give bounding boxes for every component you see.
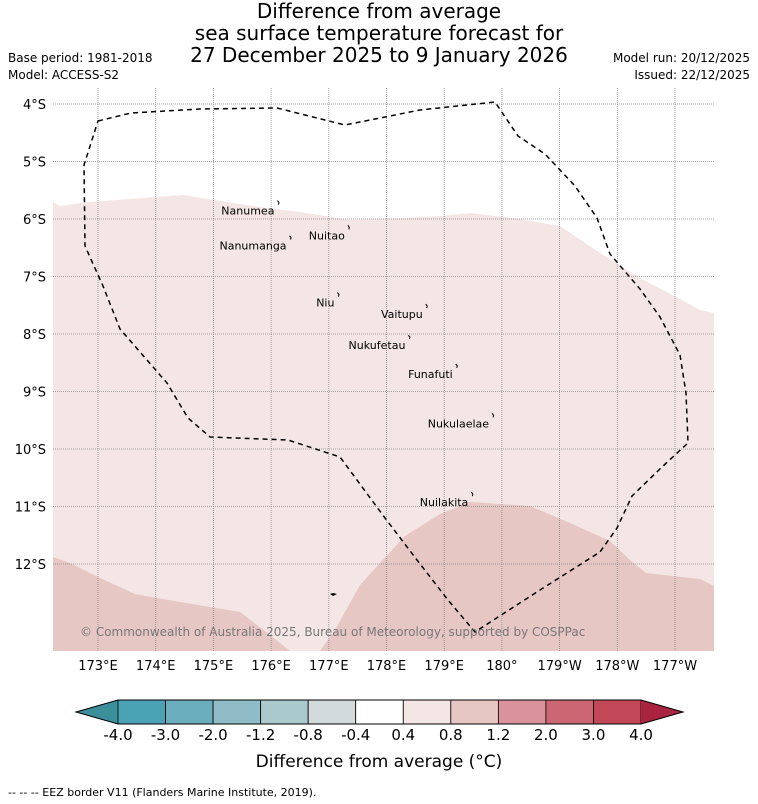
meta-right: Model run: 20/12/2025 Issued: 22/12/2025 bbox=[613, 50, 750, 84]
island-label: Nuilakita bbox=[420, 496, 469, 509]
colorbar-cell bbox=[593, 699, 642, 725]
colorbar-cell bbox=[165, 699, 214, 725]
colorbar-cells bbox=[117, 699, 642, 725]
lon-label: 180° bbox=[486, 659, 517, 674]
colorbar-cell bbox=[355, 699, 404, 725]
lon-label: 178°W bbox=[595, 659, 639, 674]
island-label: Nukulaelae bbox=[428, 417, 490, 430]
island-marker bbox=[347, 225, 350, 230]
title-line-2: sea surface temperature forecast for bbox=[194, 21, 564, 45]
colorbar-title: Difference from average (°C) bbox=[255, 752, 503, 772]
colorbar-tick-label: 3.0 bbox=[582, 726, 606, 744]
anomaly-band-0-8-to-1-2 bbox=[53, 557, 290, 651]
colorbar-under-arrow bbox=[76, 700, 118, 724]
island-marker bbox=[408, 334, 411, 340]
lat-label: 6°S bbox=[23, 213, 46, 228]
colorbar-over-arrow bbox=[641, 700, 683, 724]
lon-label: 176°E bbox=[251, 659, 291, 674]
lat-label: 4°S bbox=[23, 98, 46, 113]
island-markers: Nanumea Nuitao Nanumanga Niu Vaitupu Nukufeta… bbox=[219, 200, 495, 509]
lon-label: 177°W bbox=[653, 659, 697, 674]
map-gridlines bbox=[53, 88, 714, 651]
lat-label: 8°S bbox=[23, 328, 46, 343]
lat-label: 10°S bbox=[15, 443, 46, 458]
lat-label: 9°S bbox=[23, 386, 46, 401]
island-label: Niu bbox=[316, 297, 334, 310]
model-name: Model: ACCESS-S2 bbox=[8, 68, 120, 82]
lon-label: 177°E bbox=[309, 659, 349, 674]
longitude-labels: 173°E 174°E 175°E 176°E 177°E 178°E 179°E 180° 1… bbox=[78, 659, 697, 674]
copyright-text: © Commonwealth of Australia 2025, Bureau… bbox=[80, 625, 585, 639]
colorbar-tick-label: -0.8 bbox=[294, 726, 323, 744]
colorbar-cell bbox=[260, 699, 309, 725]
lon-label: 175°E bbox=[194, 659, 234, 674]
map-plot-area: Nanumea Nuitao Nanumanga Niu Vaitupu Nukufeta… bbox=[53, 88, 714, 651]
colorbar-cell bbox=[402, 699, 452, 725]
colorbar-cell bbox=[450, 699, 499, 725]
island-label: Nukufetau bbox=[349, 339, 406, 352]
island-label: Vaitupu bbox=[381, 308, 423, 321]
colorbar-tick-label: -4.0 bbox=[103, 726, 132, 744]
colorbar-tick-label: 0.8 bbox=[439, 726, 463, 744]
latitude-labels: 4°S 5°S 6°S 7°S 8°S 9°S 10°S 11°S 12°S bbox=[15, 98, 46, 573]
island-marker bbox=[470, 491, 474, 497]
lat-label: 11°S bbox=[15, 501, 46, 516]
colorbar-tick-label: -3.0 bbox=[151, 726, 180, 744]
colorbar-tick-labels: -4.0 -3.0 -2.0 -1.2 -0.8 -0.4 0.4 0.8 1.2 2.0 3.0 4… bbox=[103, 726, 653, 744]
title-line-1: Difference from average bbox=[256, 0, 502, 23]
lon-label: 179°W bbox=[538, 659, 582, 674]
island-label: Funafuti bbox=[408, 368, 453, 381]
colorbar-tick-label: 1.2 bbox=[486, 726, 510, 744]
island-marker bbox=[277, 200, 280, 205]
lat-label: 7°S bbox=[23, 271, 46, 286]
island-marker bbox=[425, 303, 428, 309]
anomaly-band-0-8-to-1-2-east bbox=[320, 502, 714, 651]
colorbar-tick-label: 0.4 bbox=[391, 726, 415, 744]
colorbar: -4.0 -3.0 -2.0 -1.2 -0.8 -0.4 0.4 0.8 1.2 2.0 3.0 4… bbox=[74, 699, 685, 744]
title-line-3: 27 December 2025 to 9 January 2026 bbox=[190, 43, 568, 67]
colorbar-tick-label: -2.0 bbox=[198, 726, 227, 744]
colorbar-tick-label: 4.0 bbox=[629, 726, 653, 744]
colorbar-cell bbox=[117, 699, 166, 725]
island-label: Nuitao bbox=[309, 229, 345, 242]
colorbar-cell bbox=[545, 699, 594, 725]
map-title: Difference from average sea surface temp… bbox=[0, 0, 758, 66]
model-run: Model run: 20/12/2025 bbox=[612, 51, 750, 65]
lat-label: 12°S bbox=[15, 558, 46, 573]
lon-label: 179°E bbox=[424, 659, 464, 674]
colorbar-tick-label: -1.2 bbox=[246, 726, 275, 744]
meta-left: Base period: 1981-2018 Model: ACCESS-S2 bbox=[8, 50, 153, 84]
island-label: Nanumanga bbox=[219, 240, 286, 253]
island-marker bbox=[289, 235, 292, 240]
island-marker bbox=[455, 363, 458, 369]
colorbar-cell bbox=[497, 699, 547, 725]
island-label: Nanumea bbox=[221, 205, 274, 218]
island-marker bbox=[491, 413, 495, 418]
lon-label: 178°E bbox=[367, 659, 407, 674]
eez-border bbox=[83, 101, 689, 633]
lon-label: 173°E bbox=[78, 659, 118, 674]
lon-label: 174°E bbox=[136, 659, 176, 674]
colorbar-tick-label: 2.0 bbox=[534, 726, 558, 744]
eez-legend-footer: -- -- -- EEZ border V11 (Flanders Marine… bbox=[8, 786, 317, 799]
lat-label: 5°S bbox=[23, 156, 46, 171]
issued-date: Issued: 22/12/2025 bbox=[634, 68, 750, 82]
colorbar-cell bbox=[212, 699, 262, 725]
colorbar-cell bbox=[307, 699, 357, 725]
colorbar-outline bbox=[74, 699, 685, 725]
map-figure: Nanumea Nuitao Nanumanga Niu Vaitupu Nukufeta… bbox=[15, 88, 714, 744]
small-island-shape bbox=[330, 593, 337, 596]
colorbar-tick-label: -0.4 bbox=[341, 726, 370, 744]
island-marker bbox=[337, 292, 340, 297]
base-period: Base period: 1981-2018 bbox=[8, 51, 153, 65]
